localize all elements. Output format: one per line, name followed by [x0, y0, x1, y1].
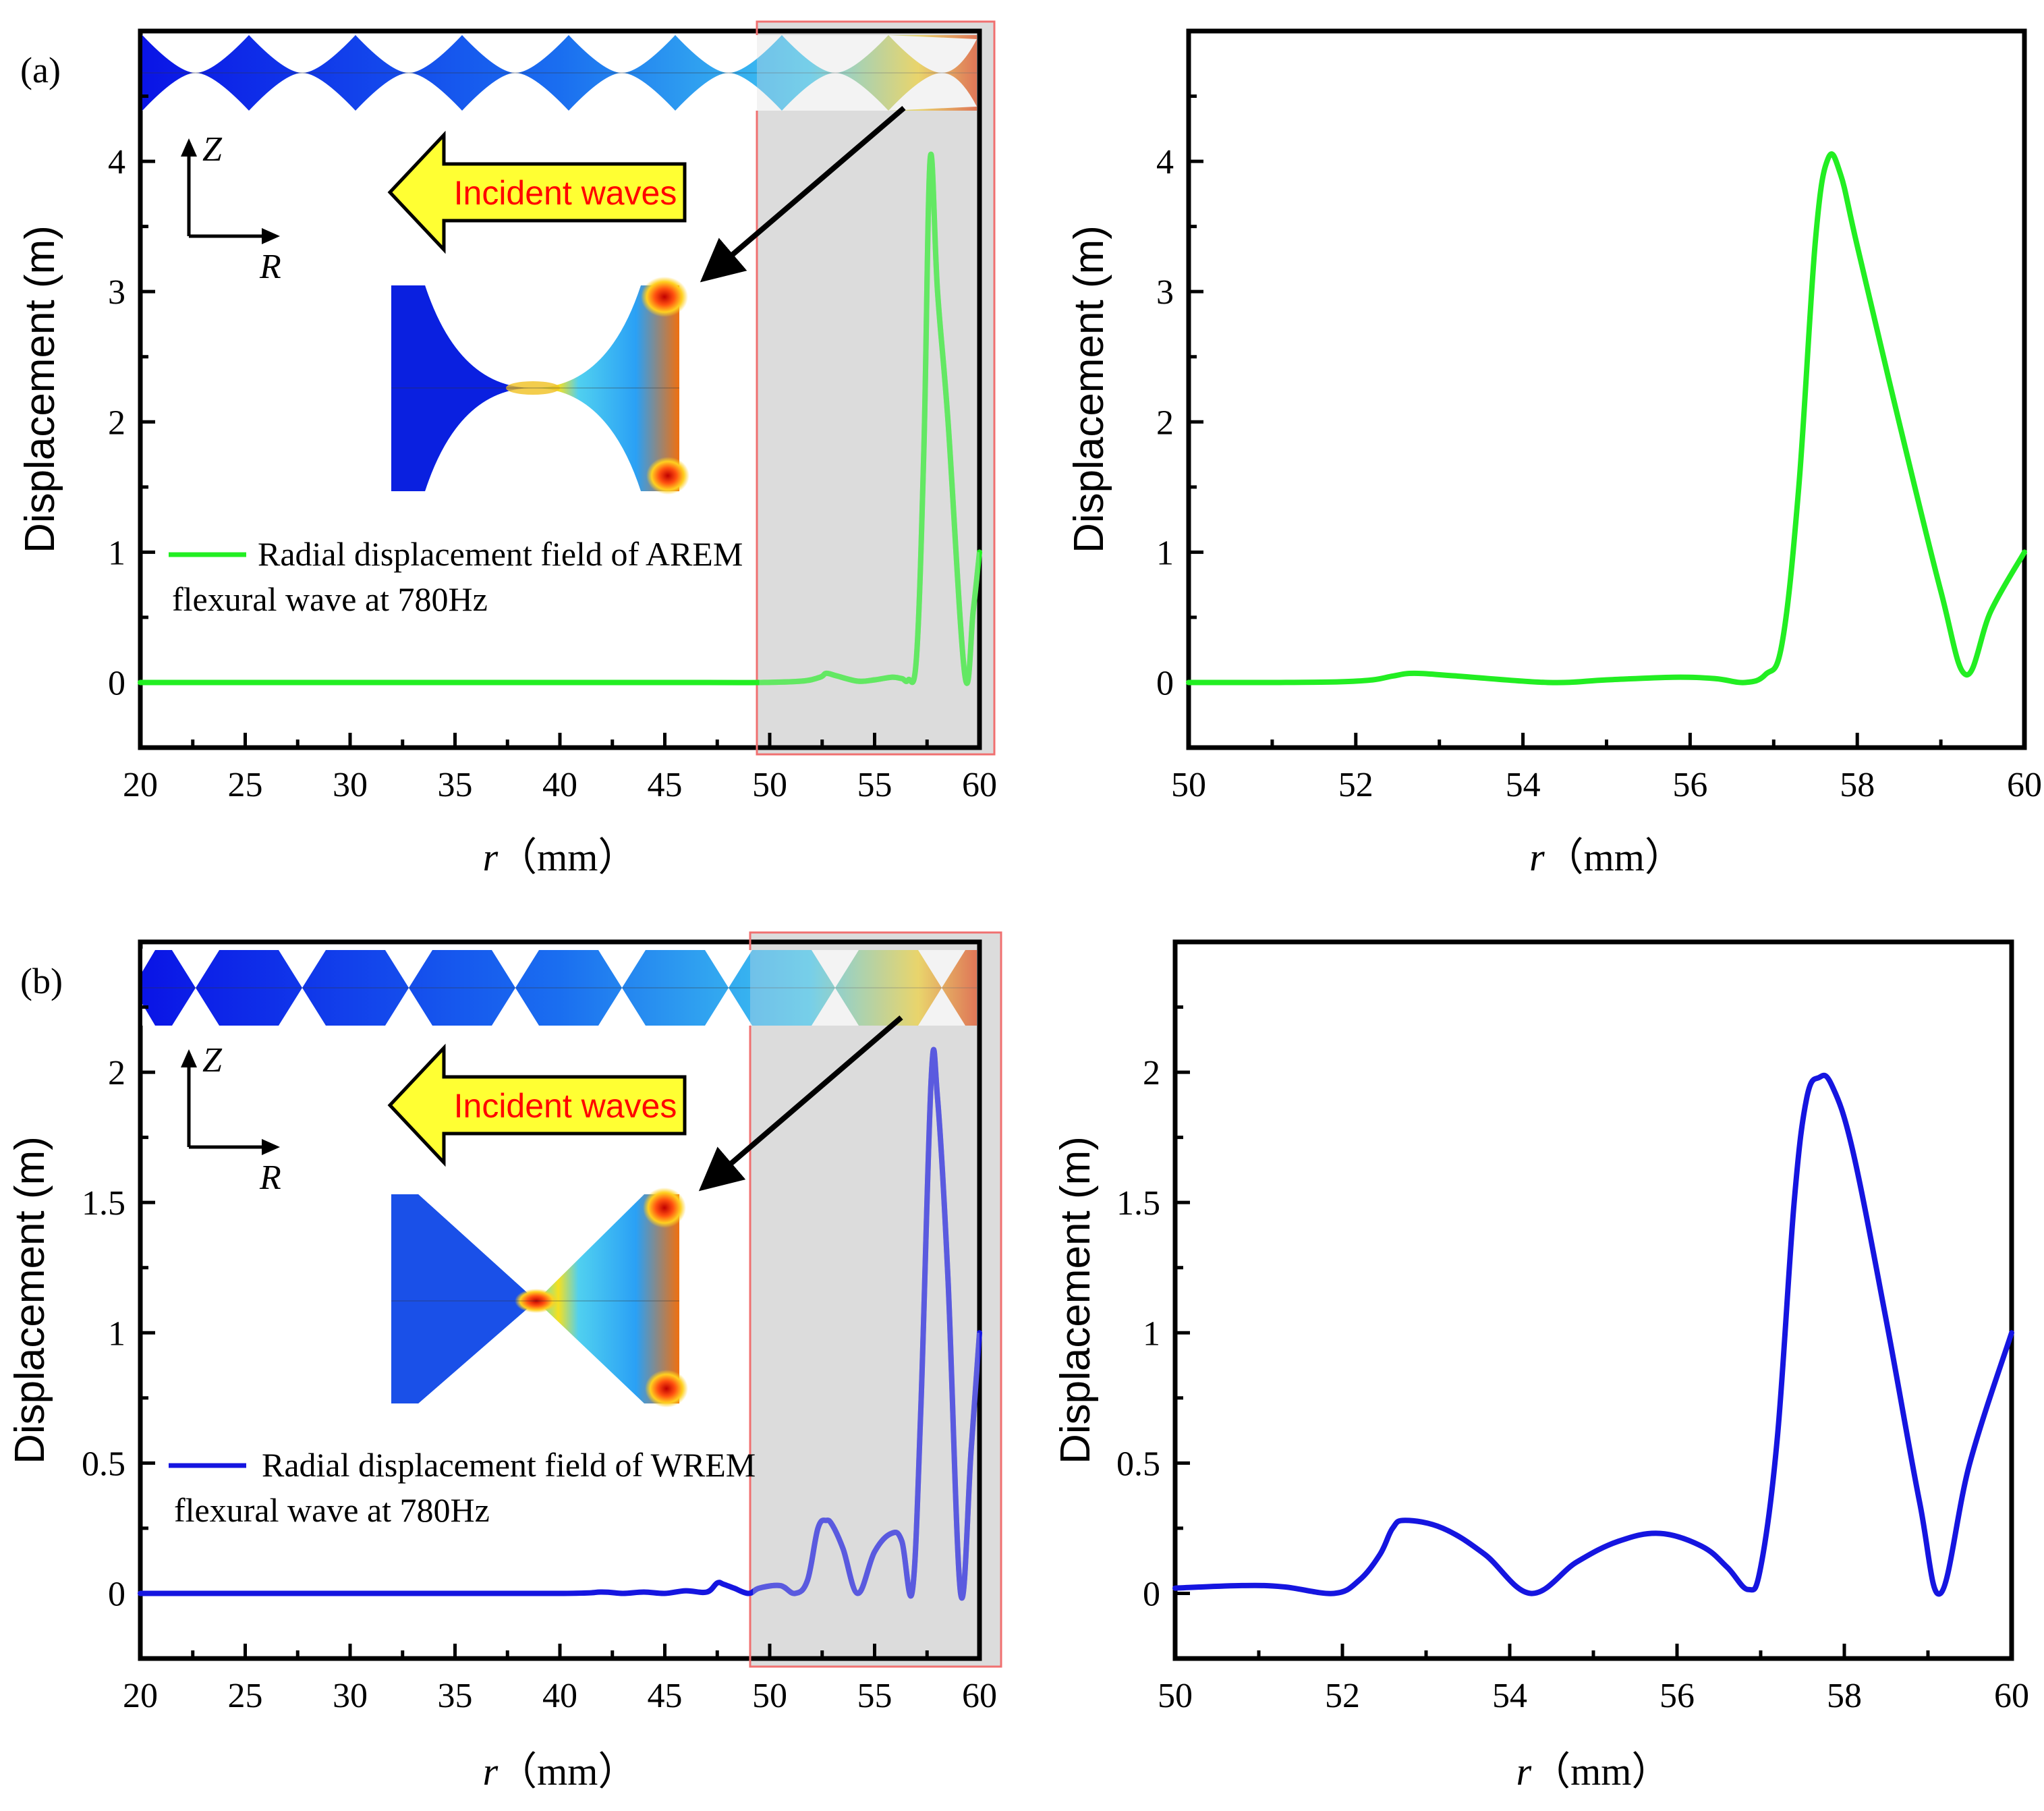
- series-line: [1186, 151, 2027, 686]
- x-tick-label: 50: [1158, 1677, 1193, 1715]
- x-tick-label: 50: [1171, 766, 1206, 804]
- x-tick-label: 60: [2007, 766, 2042, 804]
- plot-frame: [1186, 28, 2027, 750]
- y-axis-label: Displacement (m): [17, 225, 63, 553]
- r-axis-label: R: [259, 1159, 281, 1197]
- y-axis-label: Displacement (m): [1052, 1136, 1099, 1464]
- y-tick-label: 0: [1143, 1575, 1160, 1613]
- structure-strip-arem: [142, 35, 977, 111]
- y-axis-label: Displacement (m): [1066, 225, 1112, 553]
- x-tick-label: 25: [228, 1677, 263, 1715]
- panel-b-right-chart: 50 52 54 56 58 60 0 0.5 1 1.5 2 Displacement (m) r（m…: [1052, 939, 2029, 1793]
- x-tick-label: 30: [333, 1677, 368, 1715]
- x-tick-label: 20: [123, 1677, 158, 1715]
- x-tick-label: 56: [1672, 766, 1707, 804]
- x-tick-label: 35: [438, 766, 473, 804]
- panel-a-right-chart: 50 52 54 56 58 60 0 1 2 3 4 Displacement (m) r（mm）: [1066, 28, 2042, 879]
- x-tick-label: 60: [1994, 1677, 2029, 1715]
- series-line: [138, 1047, 982, 1601]
- unit-cell-inset-arem: [391, 277, 689, 495]
- series-line: [1172, 1072, 2014, 1597]
- y-tick-label: 0: [1156, 664, 1174, 702]
- x-tick-label: 40: [542, 766, 577, 804]
- x-axis-label: r（mm）: [1516, 1750, 1671, 1793]
- x-axis-label: r（mm）: [483, 1750, 637, 1793]
- x-tick-label: 30: [333, 766, 368, 804]
- panel-a-left-chart: (a) Z R Incident waves Radia: [17, 20, 997, 879]
- y-axis-label: Displacement (m): [7, 1136, 53, 1464]
- y-tick-label: 1.5: [82, 1184, 125, 1223]
- x-tick-label: 60: [962, 766, 997, 804]
- y-tick-label: 2: [1143, 1054, 1160, 1092]
- legend-text-line2: flexural wave at 780Hz: [174, 1491, 490, 1529]
- x-axis-label: r（mm）: [1529, 835, 1684, 879]
- series-line-dimmed: [753, 1047, 980, 1601]
- unit-cell-inset-wrem: [391, 1188, 688, 1408]
- legend-text-line1: Radial displacement field of AREM: [258, 535, 743, 573]
- zoom-pointer-arrow: [698, 1015, 903, 1192]
- legend: Radial displacement field of WREM flexur…: [169, 1446, 756, 1529]
- y-tick-label: 0: [108, 1575, 125, 1613]
- x-tick-label: 54: [1492, 1677, 1527, 1715]
- x-tick-label: 20: [123, 766, 158, 804]
- highlight-border: [756, 20, 996, 756]
- y-tick-label: 0.5: [82, 1445, 125, 1483]
- structure-strip-wrem: [142, 949, 977, 1026]
- panel-label: (b): [20, 961, 63, 1001]
- y-tick-label: 3: [1156, 273, 1174, 312]
- y-tick-label: 2: [108, 1054, 125, 1092]
- r-axis-label: R: [259, 248, 281, 286]
- y-tick-label: 2: [1156, 403, 1174, 442]
- coordinate-axes-indicator: Z R: [181, 1041, 281, 1197]
- x-tick-label: 54: [1506, 766, 1541, 804]
- x-tick-label: 50: [752, 1677, 787, 1715]
- panel-label: (a): [20, 50, 61, 90]
- x-tick-label: 45: [648, 766, 683, 804]
- x-tick-label: 60: [962, 1677, 997, 1715]
- incident-waves-arrow: Incident waves: [387, 130, 687, 254]
- y-tick-label: 1.5: [1116, 1184, 1160, 1223]
- highlight-region: [757, 22, 994, 754]
- y-tick-label: 0: [108, 664, 125, 702]
- x-tick-label: 40: [542, 1677, 577, 1715]
- series-line-dimmed: [759, 151, 980, 686]
- x-tick-label: 56: [1659, 1677, 1695, 1715]
- legend-text-line1: Radial displacement field of WREM: [262, 1446, 756, 1484]
- x-tick-label: 58: [1827, 1677, 1862, 1715]
- y-tick-label: 1: [1156, 534, 1174, 572]
- y-tick-label: 1: [108, 534, 125, 572]
- x-tick-label: 52: [1338, 766, 1373, 804]
- x-tick-label: 52: [1325, 1677, 1360, 1715]
- y-tick-label: 0.5: [1116, 1445, 1160, 1483]
- x-tick-label: 25: [228, 766, 263, 804]
- incident-waves-label: Incident waves: [454, 174, 677, 212]
- x-tick-label: 35: [438, 1677, 473, 1715]
- incident-waves-arrow: Incident waves: [387, 1043, 687, 1167]
- zoom-pointer-arrow: [700, 105, 906, 283]
- y-tick-label: 1: [108, 1314, 125, 1353]
- highlight-border: [749, 931, 1002, 1668]
- coordinate-axes-indicator: Z R: [181, 130, 281, 286]
- series-line: [138, 151, 982, 686]
- y-tick-label: 2: [108, 403, 125, 442]
- x-axis-label: r（mm）: [483, 835, 637, 879]
- y-tick-label: 4: [1156, 143, 1174, 182]
- x-tick-label: 58: [1840, 766, 1875, 804]
- legend: Radial displacement field of AREM flexur…: [169, 535, 743, 618]
- legend-text-line2: flexural wave at 780Hz: [172, 580, 488, 618]
- y-tick-label: 3: [108, 273, 125, 312]
- x-tick-label: 45: [648, 1677, 683, 1715]
- y-tick-label: 1: [1143, 1314, 1160, 1353]
- x-tick-label: 55: [857, 766, 892, 804]
- panel-b-left-chart: (b) Z R Incident waves Radial displaceme…: [7, 931, 1002, 1793]
- y-tick-label: 4: [108, 143, 125, 182]
- incident-waves-label: Incident waves: [454, 1087, 677, 1125]
- z-axis-label: Z: [202, 130, 223, 169]
- x-tick-label: 55: [857, 1677, 892, 1715]
- x-tick-label: 50: [752, 766, 787, 804]
- z-axis-label: Z: [202, 1041, 223, 1080]
